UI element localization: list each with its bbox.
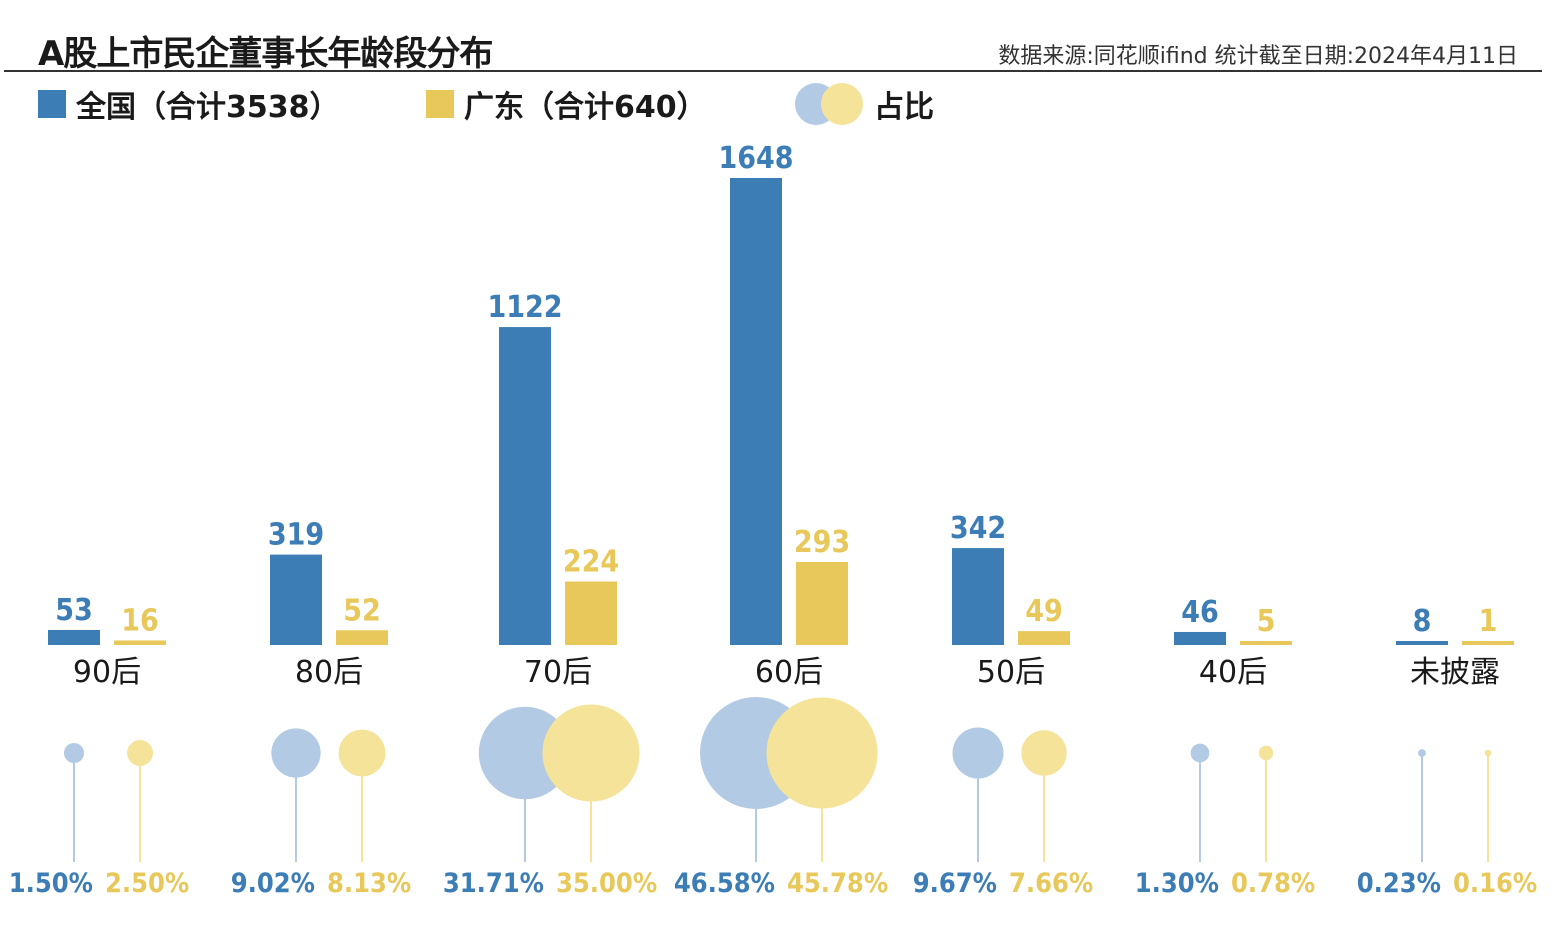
share-circle-national-0 (63, 742, 85, 764)
value-label-guangdong-0: 16 (121, 603, 159, 638)
share-label-national-6: 0.23% (1357, 868, 1441, 899)
bar-guangdong-2 (565, 581, 617, 645)
category-label-1: 80后 (295, 655, 363, 690)
share-circle-guangdong-3 (766, 697, 878, 809)
value-label-national-2: 1122 (487, 290, 562, 325)
value-label-national-3: 1648 (718, 141, 793, 176)
category-label-0: 90后 (73, 655, 141, 690)
share-label-guangdong-6: 0.16% (1453, 868, 1537, 899)
share-circle-guangdong-2 (542, 704, 640, 802)
legend-label-national: 全国（合计3538） (76, 90, 340, 125)
share-label-guangdong-0: 2.50% (105, 868, 189, 899)
value-label-national-5: 46 (1181, 595, 1219, 630)
value-label-national-6: 8 (1413, 604, 1432, 639)
share-circle-guangdong-5 (1258, 745, 1274, 761)
bar-guangdong-5 (1240, 641, 1292, 645)
value-label-guangdong-1: 52 (343, 593, 381, 628)
legend-label-ratio: 占比 (874, 90, 934, 125)
share-circle-national-1 (271, 728, 321, 778)
legend-national: 全国（合计3538） (38, 86, 340, 125)
share-label-national-1: 9.02% (231, 868, 315, 899)
share-label-national-4: 9.67% (913, 868, 997, 899)
share-circle-guangdong-4 (1021, 730, 1067, 776)
value-label-guangdong-5: 5 (1257, 604, 1276, 639)
share-circle-guangdong-1 (338, 729, 386, 777)
share-label-guangdong-1: 8.13% (327, 868, 411, 899)
bar-guangdong-3 (796, 561, 848, 645)
value-label-national-1: 319 (268, 518, 324, 553)
bar-national-0 (48, 629, 100, 645)
bar-national-6 (1396, 641, 1448, 645)
share-circle-national-4 (952, 727, 1004, 779)
category-label-3: 60后 (755, 655, 823, 690)
bar-guangdong-0 (114, 640, 166, 645)
share-circle-guangdong-0 (127, 740, 153, 766)
title-divider (4, 70, 1542, 72)
bar-national-1 (270, 554, 322, 645)
share-label-national-5: 1.30% (1135, 868, 1219, 899)
bar-guangdong-6 (1462, 641, 1514, 645)
bar-national-3 (730, 178, 782, 645)
bar-guangdong-4 (1018, 631, 1070, 645)
bar-national-4 (952, 548, 1004, 645)
category-label-2: 70后 (524, 655, 592, 690)
share-label-national-0: 1.50% (9, 868, 93, 899)
legend-ratio-circles-icon (795, 83, 863, 125)
value-label-guangdong-3: 293 (794, 525, 850, 560)
share-circle-national-6 (1418, 749, 1426, 757)
legend-label-guangdong: 广东（合计640） (464, 90, 707, 125)
bar-national-2 (499, 327, 551, 645)
share-label-national-3: 46.58% (674, 868, 775, 899)
value-label-guangdong-6: 1 (1479, 604, 1498, 639)
value-label-guangdong-2: 224 (563, 545, 619, 580)
share-circle-guangdong-6 (1484, 749, 1492, 757)
share-label-guangdong-2: 35.00% (556, 868, 657, 899)
value-label-national-4: 342 (950, 511, 1006, 546)
chart-title: A股上市民企董事长年龄段分布 (38, 34, 493, 74)
share-circle-national-5 (1190, 743, 1210, 763)
legend-ratio: 占比 (794, 83, 934, 125)
share-label-guangdong-4: 7.66% (1009, 868, 1093, 899)
share-label-guangdong-5: 0.78% (1231, 868, 1315, 899)
legend-swatch-guangdong (426, 90, 454, 118)
legend-swatch-national (38, 90, 66, 118)
share-label-guangdong-3: 45.78% (787, 868, 888, 899)
bar-guangdong-1 (336, 630, 388, 645)
bar-national-5 (1174, 631, 1226, 645)
data-source-note: 数据来源:同花顺ifind 统计截至日期:2024年4月11日 (998, 44, 1518, 69)
share-label-national-2: 31.71% (443, 868, 544, 899)
share-circle-national-2 (478, 706, 572, 800)
category-label-6: 未披露 (1410, 655, 1500, 690)
category-label-4: 50后 (977, 655, 1045, 690)
legend-guangdong: 广东（合计640） (426, 86, 707, 125)
category-label-5: 40后 (1199, 655, 1267, 690)
value-label-guangdong-4: 49 (1025, 594, 1063, 629)
value-label-national-0: 53 (55, 593, 93, 628)
